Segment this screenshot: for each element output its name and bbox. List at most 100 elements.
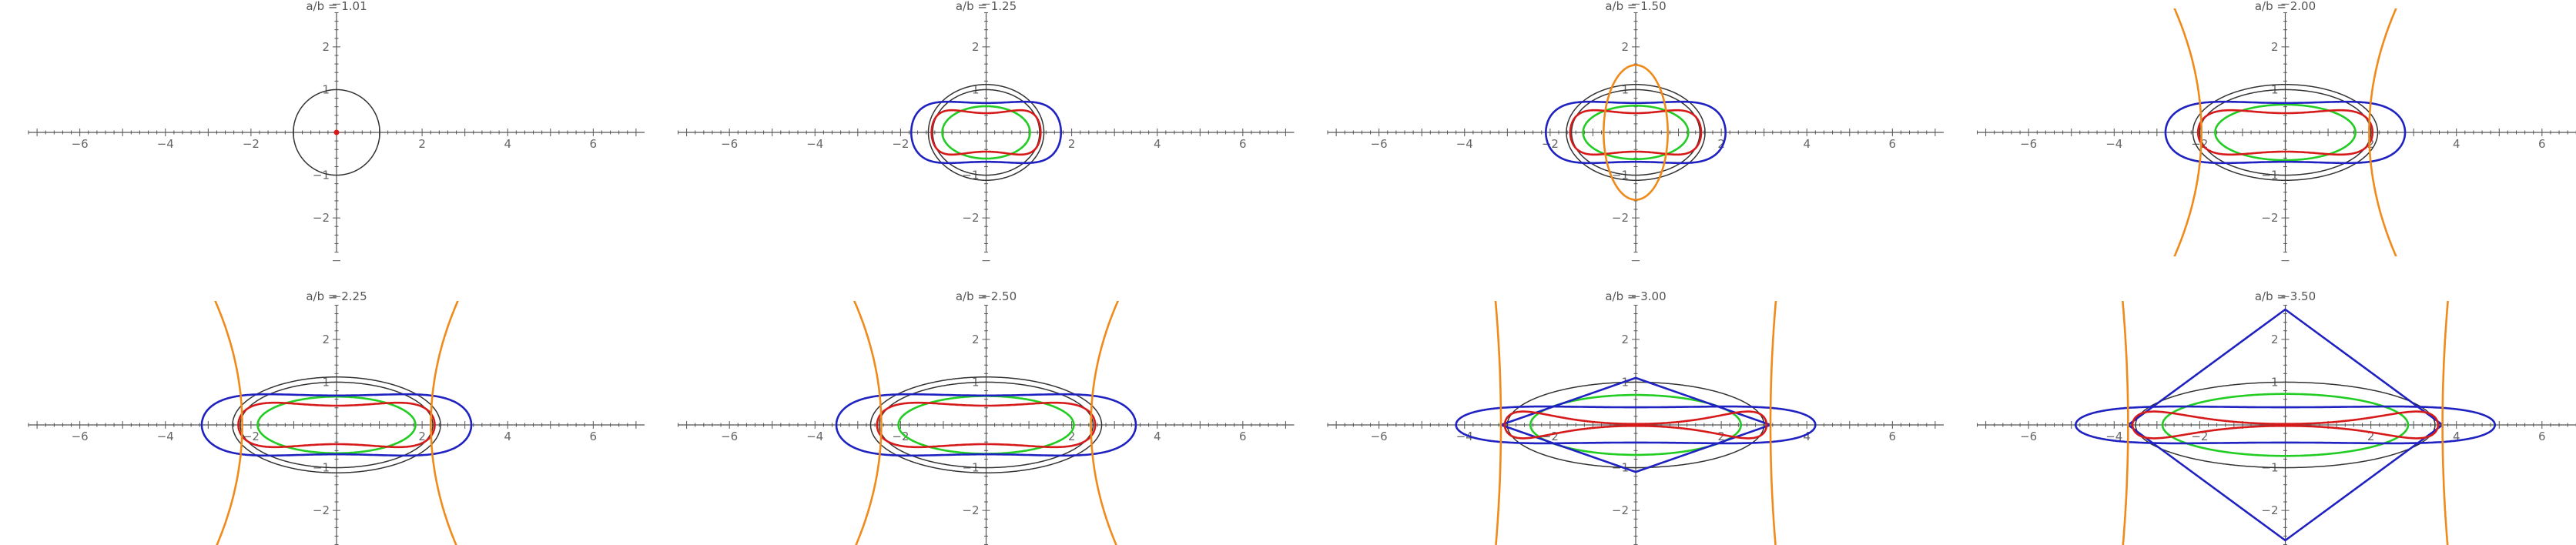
x-tick-label: 4 — [1154, 137, 1161, 151]
series-green — [1582, 105, 1690, 160]
y-tick-label: −2 — [1612, 211, 1629, 225]
series-red — [1569, 109, 1703, 156]
panel-title: a/b = 1.50 — [1605, 0, 1666, 13]
x-tick-label: −4 — [157, 137, 174, 151]
series-blue — [1545, 100, 1727, 165]
series-red — [2131, 410, 2440, 440]
panel-7: a/b = 3.00−6 −4 −2 2 4 6−2−112 — [1327, 289, 1944, 545]
y-tick-label: −2 — [1612, 503, 1629, 517]
series-green — [2161, 393, 2410, 457]
x-tick-label: 6 — [1239, 137, 1247, 151]
x-tick-label: −6 — [72, 137, 89, 151]
y-tick-label: 2 — [972, 40, 980, 54]
x-tick-label: 4 — [2453, 430, 2460, 443]
x-tick-label: −2 — [1542, 137, 1559, 151]
panel-1: a/b = 1.01 −6 −4 −2 2 4 6 −2 −1 1 2 — [28, 0, 645, 262]
x-tick-label: 2 — [1717, 430, 1725, 443]
y-tick-label: 2 — [322, 333, 330, 346]
y-tick-label: 2 — [2271, 40, 2279, 54]
series-orange — [1494, 301, 1502, 545]
panel-4: a/b = 2.00−6 −4 −2 2 4 6−2−112 — [1977, 0, 2576, 262]
x-tick-label: −6 — [1371, 137, 1388, 151]
panel-title: a/b = 2.00 — [2255, 0, 2316, 13]
x-tick-label: 4 — [1154, 430, 1161, 443]
series-blue — [1455, 405, 1817, 445]
series-ellipse-outer — [927, 84, 1045, 181]
x-tick-label: 6 — [590, 137, 598, 151]
series-ellipse — [293, 89, 380, 176]
series-orange — [2441, 301, 2449, 545]
x-tick-label: 6 — [2538, 430, 2546, 443]
series-orange — [2368, 8, 2397, 256]
x-tick-label: −4 — [2105, 137, 2122, 151]
series-ellipse-outer — [869, 376, 1103, 473]
x-tick-label: −2 — [243, 430, 260, 443]
series-blue — [2164, 100, 2407, 165]
series-red — [930, 109, 1042, 156]
x-tick-label: 6 — [1889, 137, 1897, 151]
series-ellipse-outer — [1566, 84, 1706, 181]
y-tick-label: −2 — [2261, 503, 2278, 517]
x-tick-label: −4 — [1456, 430, 1473, 443]
series-blue — [2075, 405, 2496, 445]
x-tick-label: 4 — [504, 137, 511, 151]
series-green — [2214, 103, 2357, 162]
series-red — [1503, 410, 1768, 440]
y-tick-label: 2 — [2271, 333, 2279, 346]
series-ellipse — [1506, 381, 1765, 469]
x-tick-label: −4 — [806, 430, 823, 443]
x-tick-label: 2 — [1717, 137, 1725, 151]
panel-title: a/b = 1.25 — [956, 0, 1017, 13]
y-tick-label: 2 — [1621, 40, 1629, 54]
series-ellipse — [2135, 381, 2436, 469]
series-ellipse-outer — [2192, 84, 2379, 181]
series-red — [876, 401, 1097, 449]
x-tick-label: 4 — [1803, 137, 1811, 151]
x-tick-label: 2 — [1068, 137, 1076, 151]
series-blue — [835, 393, 1137, 457]
panel-3: a/b = 1.50−6 −4 −2 2 4 6−2−112 — [1327, 0, 1944, 262]
series-ellipse — [1570, 89, 1701, 176]
x-tick-label: 6 — [1239, 430, 1247, 443]
x-tick-label: −6 — [2020, 137, 2037, 151]
series-orange — [2173, 8, 2202, 256]
series-red — [2196, 109, 2374, 156]
y-tick-label: 2 — [322, 40, 330, 54]
x-tick-label: −6 — [72, 430, 89, 443]
x-tick-label: −4 — [1456, 137, 1473, 151]
y-tick-label: −2 — [962, 503, 979, 517]
y-tick-label: 2 — [972, 333, 980, 346]
y-tick-label: −2 — [313, 211, 330, 225]
series-green — [897, 395, 1075, 455]
y-tick-label: −2 — [313, 503, 330, 517]
x-tick-label: 6 — [2538, 137, 2546, 151]
x-tick-label: −2 — [892, 137, 909, 151]
series-ellipse — [2199, 89, 2372, 176]
series-orange — [1769, 301, 1777, 545]
series-ellipse — [240, 381, 434, 469]
series-blue — [910, 100, 1062, 165]
x-tick-label: 2 — [418, 430, 426, 443]
x-tick-label: 2 — [2367, 430, 2375, 443]
x-tick-label: −2 — [892, 430, 909, 443]
y-tick-label: −2 — [962, 211, 979, 225]
panel-2: a/b = 1.25−6 −4 −2 2 4 6−2−112 — [678, 0, 1295, 262]
x-tick-label: 4 — [1803, 430, 1811, 443]
x-tick-label: 2 — [1068, 430, 1076, 443]
x-tick-label: −4 — [157, 430, 174, 443]
panel-5: a/b = 2.25−6 −4 −2 2 4 6−2−112 — [28, 289, 645, 545]
series-orange — [214, 301, 243, 545]
x-tick-label: −6 — [721, 137, 738, 151]
y-tick-label: 1 — [322, 82, 330, 96]
x-tick-label: −6 — [721, 430, 738, 443]
x-tick-label: 6 — [590, 430, 598, 443]
y-tick-label: −1 — [313, 169, 330, 182]
x-tick-label: 6 — [1889, 430, 1897, 443]
panel-6: a/b = 2.50−6 −4 −2 2 4 6−2−112 — [678, 289, 1295, 545]
x-tick-label: 2 — [418, 137, 426, 151]
series-orange — [1603, 64, 1669, 201]
series-green — [941, 105, 1031, 160]
center-point — [333, 129, 340, 135]
y-tick-label: 2 — [1621, 333, 1629, 346]
